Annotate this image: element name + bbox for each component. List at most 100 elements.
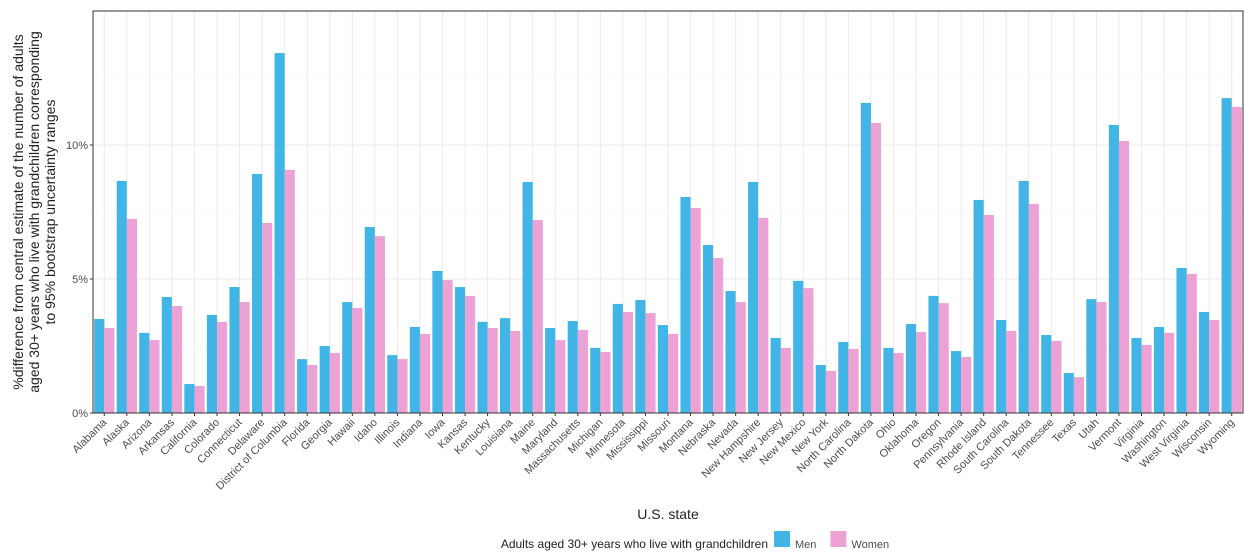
bar bbox=[432, 270, 443, 413]
y-axis-title-line: aged 30+ years who live with grandchildr… bbox=[26, 31, 42, 393]
bar bbox=[905, 324, 917, 413]
bar bbox=[297, 359, 308, 413]
bar bbox=[983, 214, 994, 413]
bar bbox=[825, 370, 836, 413]
bar bbox=[803, 288, 814, 413]
bar bbox=[622, 311, 634, 413]
bar bbox=[1018, 180, 1029, 413]
bar bbox=[454, 287, 466, 413]
bar bbox=[262, 222, 273, 413]
bar bbox=[928, 295, 939, 413]
bar bbox=[374, 236, 386, 413]
bar bbox=[713, 258, 724, 413]
bar bbox=[555, 340, 566, 413]
bar bbox=[94, 318, 105, 413]
bar bbox=[500, 318, 511, 413]
bar bbox=[961, 356, 972, 413]
bar bbox=[735, 302, 746, 413]
bar bbox=[184, 384, 195, 413]
bar bbox=[217, 321, 228, 413]
bar bbox=[352, 307, 363, 413]
bar bbox=[996, 320, 1007, 413]
bar bbox=[319, 346, 330, 413]
y-axis-title-line: to 95% bootstrap uncertainty ranges bbox=[42, 100, 58, 325]
y-tick-label: 10% bbox=[66, 140, 88, 152]
bar bbox=[770, 337, 781, 413]
bar bbox=[229, 287, 240, 413]
bar bbox=[645, 313, 656, 413]
bar bbox=[612, 303, 623, 413]
bar bbox=[1006, 330, 1017, 413]
bar bbox=[1118, 140, 1130, 414]
bar bbox=[1164, 332, 1175, 413]
bar bbox=[274, 53, 285, 414]
x-tick-label: Texas bbox=[1050, 416, 1079, 445]
bar bbox=[284, 169, 295, 413]
bar bbox=[1199, 311, 1210, 413]
bar bbox=[206, 314, 218, 413]
bar bbox=[657, 325, 668, 413]
bar bbox=[1209, 320, 1220, 413]
bar bbox=[1221, 98, 1232, 413]
bar bbox=[510, 330, 521, 413]
bar bbox=[590, 347, 601, 413]
bar bbox=[126, 218, 137, 413]
bar bbox=[532, 220, 543, 413]
bar bbox=[364, 227, 375, 413]
bar bbox=[635, 299, 646, 413]
bar bbox=[758, 217, 769, 413]
bar bbox=[171, 306, 183, 413]
bar bbox=[442, 280, 453, 413]
bar bbox=[397, 359, 408, 413]
bar bbox=[1231, 106, 1242, 413]
bar bbox=[893, 352, 904, 413]
bar bbox=[702, 244, 714, 413]
bar bbox=[477, 321, 488, 413]
bar bbox=[1176, 268, 1187, 413]
bar bbox=[1141, 344, 1152, 413]
bar bbox=[1051, 340, 1062, 413]
bar bbox=[307, 365, 318, 413]
bar bbox=[680, 196, 691, 413]
bar bbox=[251, 173, 263, 413]
bar bbox=[748, 181, 759, 413]
bar bbox=[1096, 302, 1107, 413]
bar bbox=[1028, 203, 1039, 413]
y-axis-title: %difference from central estimate of the… bbox=[10, 31, 58, 393]
bar bbox=[838, 341, 849, 413]
bar bbox=[780, 347, 791, 413]
legend-swatch bbox=[774, 531, 790, 547]
bar bbox=[793, 280, 804, 413]
bar bbox=[419, 333, 431, 413]
bar bbox=[139, 332, 150, 413]
bar bbox=[938, 303, 949, 413]
bar bbox=[567, 321, 578, 413]
legend-label: Men bbox=[795, 539, 816, 551]
bar bbox=[116, 180, 127, 413]
bar bbox=[916, 332, 927, 413]
bar bbox=[387, 355, 398, 413]
plot-border bbox=[92, 10, 1244, 414]
bar bbox=[600, 351, 611, 413]
y-axis-title-line: %difference from central estimate of the… bbox=[10, 34, 26, 389]
bar bbox=[1131, 337, 1142, 413]
bar bbox=[1153, 326, 1165, 413]
bar bbox=[329, 352, 340, 413]
bar bbox=[1073, 377, 1085, 413]
bar bbox=[545, 328, 556, 413]
bar bbox=[1086, 299, 1097, 413]
bar bbox=[668, 333, 679, 413]
bar bbox=[104, 328, 115, 413]
y-tick-label: 5% bbox=[72, 274, 88, 286]
bar bbox=[1063, 373, 1074, 413]
legend-label: Women bbox=[851, 539, 889, 551]
bar bbox=[522, 181, 533, 413]
bar bbox=[1108, 124, 1119, 414]
bar bbox=[1041, 335, 1052, 413]
legend-title: Adults aged 30+ years who live with gran… bbox=[501, 537, 768, 551]
bar bbox=[239, 302, 250, 413]
bar bbox=[883, 347, 894, 413]
bar bbox=[690, 207, 701, 413]
